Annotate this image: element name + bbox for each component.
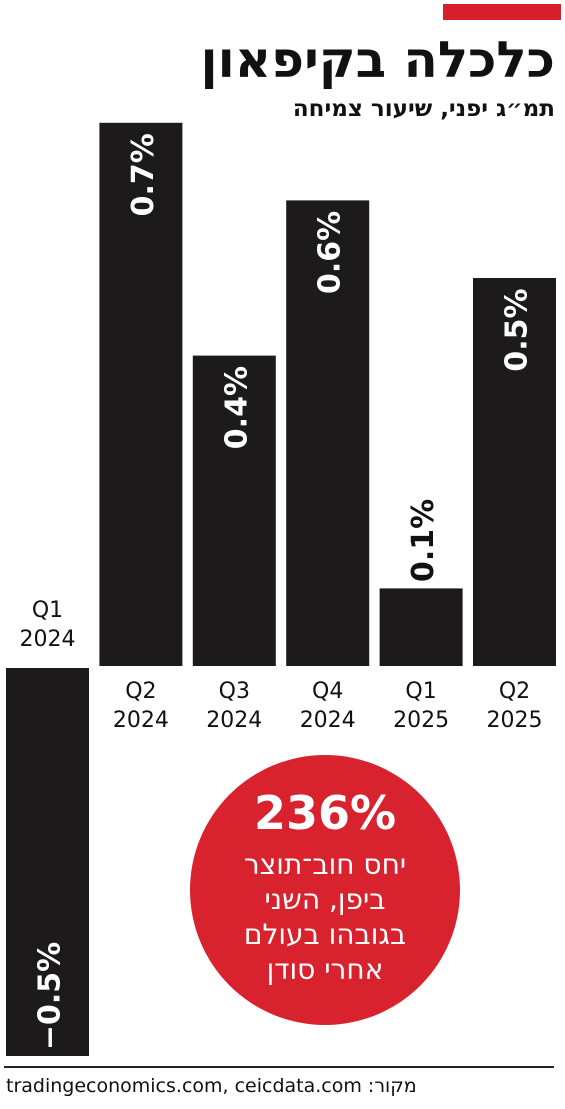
category-label-quarter: Q3 [219, 679, 250, 704]
callout-line: ביפן, השני [264, 883, 386, 916]
accent-bar [443, 4, 561, 20]
bar [6, 668, 89, 1056]
chart-title: כלכלה בקיפאון [200, 31, 555, 89]
source-note: tradingeconomics.com, ceicdata.com :מקור [6, 1075, 417, 1097]
bar-value-label: 0.5% [500, 288, 535, 371]
category-label-quarter: Q2 [499, 679, 530, 704]
category-label-quarter: Q4 [312, 679, 343, 704]
bar-value-label: 0.7% [126, 133, 161, 216]
category-label-quarter: Q1 [405, 679, 436, 704]
category-label-year: 2025 [487, 708, 543, 733]
source-divider [4, 1066, 554, 1068]
category-label-quarter: Q2 [125, 679, 156, 704]
callout-badge: 236% יחס חוב־תוצר ביפן, השני בגובהו בעול… [190, 755, 460, 1025]
bar-value-label: 0.4% [219, 366, 254, 449]
category-label-year: 2024 [300, 708, 356, 733]
category-label-year: 2024 [20, 627, 76, 652]
bar [379, 588, 463, 666]
category-label-year: 2024 [113, 708, 169, 733]
bar [473, 278, 556, 666]
callout-value: 236% [253, 786, 397, 840]
bar [192, 355, 276, 666]
bar-value-label: 0.1% [406, 499, 441, 582]
callout-line: אחרי סודן [266, 953, 384, 986]
bar-value-label: −0.5% [33, 942, 68, 1050]
callout-line: בגובהו בעולם [243, 918, 407, 951]
category-label-year: 2024 [206, 708, 262, 733]
bar [286, 200, 370, 666]
bar [99, 122, 183, 667]
category-label-year: 2025 [393, 708, 449, 733]
callout-line: יחס חוב־תוצר [243, 848, 407, 881]
callout-text: יחס חוב־תוצר ביפן, השני בגובהו בעולם אחר… [200, 847, 450, 987]
bar-value-label: 0.6% [313, 211, 348, 294]
category-label-quarter: Q1 [32, 598, 63, 623]
chart-subtitle: תמ״ג יפני, שיעור צמיחה [292, 96, 555, 122]
